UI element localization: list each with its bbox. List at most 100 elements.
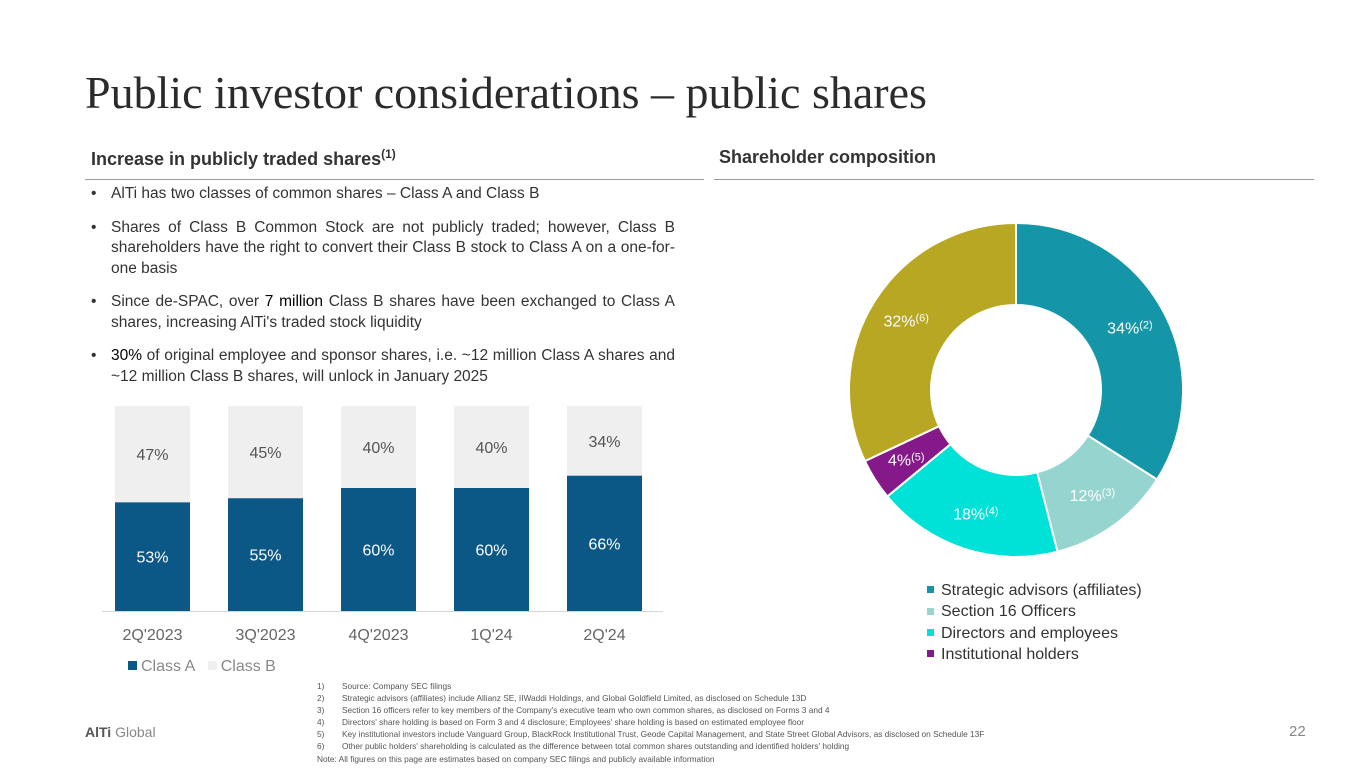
slice-footnote-ref: (6) <box>916 312 929 324</box>
legend-swatch <box>128 661 137 671</box>
bar-class-a <box>228 498 303 611</box>
footnote: 4) Directors' share holding is based on F… <box>317 716 984 728</box>
slice-label: 32%(6) <box>883 312 928 330</box>
bar-label-class-b: 45% <box>249 445 281 462</box>
footnote-text: Directors' share holding is based on For… <box>342 717 805 728</box>
legend-label: Section 16 Officers <box>941 603 1076 621</box>
donut-chart: 34%(2) 12%(3) 18%(4) 4%(5) 32%(6) <box>848 221 1184 558</box>
slice-label: 12%(3) <box>1070 487 1115 505</box>
footnote-number: 4) <box>317 717 325 728</box>
footnote: 1) Source: Company SEC filings <box>317 680 984 692</box>
slice-footnote-ref: (3) <box>1102 487 1115 499</box>
footnote-text: Key institutional investors include Vang… <box>342 729 985 740</box>
bar-label-class-b: 34% <box>588 434 620 451</box>
footnote-number: 5) <box>317 729 325 740</box>
slice-value: 4% <box>888 453 911 470</box>
bullet-highlight: 30% <box>111 347 143 364</box>
footnote: 2) Strategic advisors (affiliates) includ… <box>317 692 984 704</box>
bullet-item: 30% of original employee and sponsor sha… <box>91 346 675 387</box>
bar-label-class-a: 53% <box>136 550 168 567</box>
donut-slice <box>848 221 1017 463</box>
bar-class-b <box>115 406 190 503</box>
bullet-highlight: 7 million <box>264 293 324 310</box>
legend-label: Class A <box>141 658 196 675</box>
bar-class-b <box>567 406 642 476</box>
slice-label: 4%(5) <box>888 452 925 470</box>
x-tick-label: 1Q'24 <box>470 627 512 644</box>
bullet-text: Shares of Class B Common Stock are not p… <box>111 218 675 277</box>
slice-value: 18% <box>953 507 985 524</box>
bar-label-class-a: 60% <box>362 543 394 560</box>
donut-slice <box>1015 221 1184 481</box>
legend-item-class-b: Class B <box>207 658 276 675</box>
footnote: 6) Other public holders' shareholding is … <box>317 740 984 752</box>
legend-label: Class B <box>220 658 276 675</box>
bar-label-class-a: 60% <box>475 543 507 560</box>
donut-legend: Strategic advisors (affiliates) Section … <box>927 580 1142 665</box>
footnote-text: Strategic advisors (affiliates) include … <box>342 693 807 704</box>
legend-swatch <box>927 586 934 594</box>
slice-footnote-ref: (4) <box>985 506 998 518</box>
legend-item: Directors and employees <box>927 623 1142 644</box>
slice-label: 34%(2) <box>1107 319 1152 337</box>
legend-item: Strategic advisors (affiliates) <box>927 580 1142 601</box>
x-tick-label: 4Q'2023 <box>349 627 409 644</box>
bullet-item: AlTi has two classes of common shares – … <box>91 184 675 205</box>
legend-label: Institutional holders <box>941 645 1079 663</box>
page-title: Public investor considerations – public … <box>85 67 927 118</box>
bar-label-class-a: 66% <box>588 536 620 553</box>
slice-label: 18%(4) <box>953 506 998 524</box>
bar-label-class-b: 47% <box>136 447 168 464</box>
bar-class-b <box>341 406 416 488</box>
bar-class-a <box>567 475 642 611</box>
slice-footnote-ref: (2) <box>1139 319 1152 331</box>
footnote-text: Section 16 officers refer to key members… <box>342 705 830 716</box>
slice-value: 12% <box>1070 488 1102 505</box>
bar-chart-legend: Class A Class B <box>128 658 284 676</box>
slice-value: 34% <box>1107 320 1139 337</box>
legend-label: Strategic advisors (affiliates) <box>941 582 1142 599</box>
bar-class-b <box>454 406 529 488</box>
slice-footnote-ref: (5) <box>911 452 924 464</box>
footnote-number: 1) <box>317 681 325 691</box>
footnotes: 1) Source: Company SEC filings 2) Strategi… <box>317 680 984 765</box>
legend-item: Section 16 Officers <box>927 601 1142 622</box>
right-section-heading: Shareholder composition <box>719 147 937 167</box>
legend-swatch <box>927 607 934 615</box>
left-heading-text: Increase in publicly traded shares <box>91 149 382 169</box>
bar-class-a <box>341 488 416 611</box>
page-number: 22 <box>1289 723 1306 740</box>
x-tick-label: 3Q'2023 <box>236 627 296 644</box>
bullet-text: Class B shares have been exchanged to Cl… <box>111 293 675 331</box>
right-section-rule <box>714 179 1314 180</box>
bar-class-a <box>115 502 190 611</box>
legend-swatch <box>927 650 934 658</box>
legend-item-class-a: Class A <box>128 658 195 675</box>
footnote-note: Note: All figures on this page are estim… <box>317 753 715 764</box>
x-tick-label: 2Q'2023 <box>123 627 183 644</box>
footnote-text: Source: Company SEC filings <box>342 681 452 691</box>
x-tick-label: 2Q'24 <box>583 627 625 644</box>
bullet-text: AlTi has two classes of common shares – … <box>111 185 540 202</box>
slice-value: 32% <box>883 313 915 330</box>
left-section-heading: Increase in publicly traded shares(1) <box>91 147 396 170</box>
bar-label-class-b: 40% <box>475 440 507 457</box>
left-section-rule <box>85 179 704 180</box>
legend-label: Directors and employees <box>941 624 1118 642</box>
left-heading-footnote-ref: (1) <box>381 147 396 161</box>
bar-label-class-a: 55% <box>249 548 281 565</box>
bar-class-b <box>228 406 303 499</box>
stacked-bar-chart: 53% 47% 2Q'2023 55% 45% 3Q'2023 60% 40% 4Q'2023 6… <box>102 406 663 644</box>
footnote-number: 3) <box>317 705 325 716</box>
footnote: 3) Section 16 officers refer to key membe… <box>317 704 984 716</box>
legend-swatch <box>927 628 934 636</box>
bullet-list: AlTi has two classes of common shares – … <box>91 184 675 400</box>
footnote-text: Other public holders' shareholding is ca… <box>342 741 850 752</box>
footnote-number: 6) <box>317 741 325 752</box>
brand-name-bold: AlTi <box>85 724 112 740</box>
brand-logo: AlTi Global <box>85 724 156 740</box>
legend-swatch <box>207 661 217 671</box>
bullet-text: of original employee and sponsor shares,… <box>111 347 675 385</box>
bullet-text: Since de-SPAC, over <box>111 293 265 310</box>
legend-item: Institutional holders <box>927 644 1142 665</box>
